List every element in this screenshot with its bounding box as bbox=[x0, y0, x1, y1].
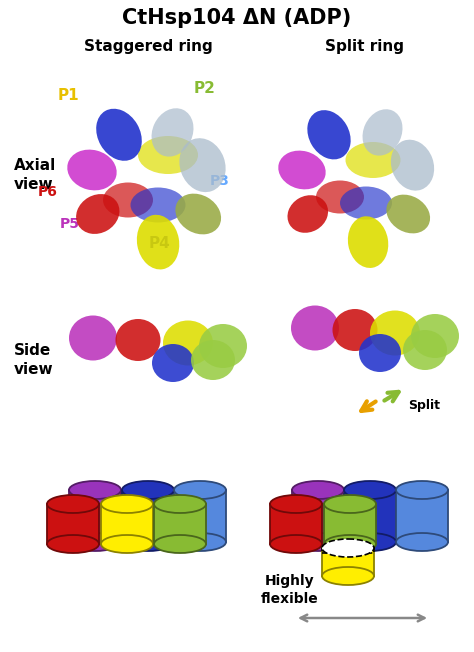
Ellipse shape bbox=[348, 216, 388, 268]
Ellipse shape bbox=[391, 140, 434, 190]
Ellipse shape bbox=[163, 321, 213, 366]
Polygon shape bbox=[396, 490, 448, 542]
Ellipse shape bbox=[174, 481, 226, 499]
Ellipse shape bbox=[316, 181, 364, 213]
Ellipse shape bbox=[411, 314, 459, 358]
Ellipse shape bbox=[122, 533, 174, 551]
Text: P6: P6 bbox=[38, 185, 58, 199]
Polygon shape bbox=[324, 504, 376, 544]
Polygon shape bbox=[322, 548, 374, 576]
Ellipse shape bbox=[174, 533, 226, 551]
Ellipse shape bbox=[386, 195, 430, 233]
Text: Staggered ring: Staggered ring bbox=[83, 40, 212, 55]
Ellipse shape bbox=[67, 149, 117, 190]
Ellipse shape bbox=[175, 194, 221, 234]
Ellipse shape bbox=[291, 306, 339, 351]
Ellipse shape bbox=[278, 151, 326, 189]
Ellipse shape bbox=[137, 215, 179, 269]
Ellipse shape bbox=[359, 334, 401, 372]
Ellipse shape bbox=[332, 309, 377, 351]
Ellipse shape bbox=[363, 110, 402, 156]
Ellipse shape bbox=[116, 319, 161, 361]
Polygon shape bbox=[292, 490, 344, 542]
Ellipse shape bbox=[96, 109, 142, 161]
Polygon shape bbox=[47, 504, 99, 544]
Ellipse shape bbox=[322, 539, 374, 557]
Text: P3: P3 bbox=[210, 174, 230, 188]
Ellipse shape bbox=[396, 533, 448, 551]
Polygon shape bbox=[344, 490, 396, 542]
Ellipse shape bbox=[101, 495, 153, 513]
Text: Side
view: Side view bbox=[14, 343, 54, 377]
Ellipse shape bbox=[47, 495, 99, 513]
Ellipse shape bbox=[69, 316, 117, 361]
Ellipse shape bbox=[322, 567, 374, 585]
Ellipse shape bbox=[287, 195, 328, 233]
Ellipse shape bbox=[154, 535, 206, 553]
Ellipse shape bbox=[179, 138, 226, 192]
Ellipse shape bbox=[152, 344, 194, 382]
Ellipse shape bbox=[324, 535, 376, 553]
Polygon shape bbox=[122, 490, 174, 542]
Polygon shape bbox=[270, 504, 322, 544]
Ellipse shape bbox=[344, 481, 396, 499]
Polygon shape bbox=[69, 490, 121, 542]
Ellipse shape bbox=[344, 533, 396, 551]
Ellipse shape bbox=[307, 110, 351, 159]
Ellipse shape bbox=[69, 481, 121, 499]
Ellipse shape bbox=[346, 142, 401, 178]
Text: Axial
view: Axial view bbox=[14, 158, 56, 192]
Ellipse shape bbox=[122, 481, 174, 499]
Ellipse shape bbox=[101, 535, 153, 553]
Text: Split: Split bbox=[408, 398, 440, 411]
Ellipse shape bbox=[138, 136, 198, 174]
Ellipse shape bbox=[370, 310, 420, 355]
Polygon shape bbox=[154, 504, 206, 544]
Text: P4: P4 bbox=[149, 236, 171, 251]
Ellipse shape bbox=[69, 533, 121, 551]
Ellipse shape bbox=[130, 188, 185, 222]
Polygon shape bbox=[101, 504, 153, 544]
Ellipse shape bbox=[270, 535, 322, 553]
Text: Highly
flexible: Highly flexible bbox=[261, 574, 319, 606]
Ellipse shape bbox=[324, 495, 376, 513]
Ellipse shape bbox=[103, 183, 153, 218]
Ellipse shape bbox=[152, 108, 193, 156]
Ellipse shape bbox=[76, 194, 119, 234]
Ellipse shape bbox=[270, 495, 322, 513]
Text: Split ring: Split ring bbox=[326, 40, 404, 55]
Polygon shape bbox=[174, 490, 226, 542]
Text: P1: P1 bbox=[57, 88, 79, 103]
Ellipse shape bbox=[292, 533, 344, 551]
Ellipse shape bbox=[396, 481, 448, 499]
Ellipse shape bbox=[403, 330, 447, 370]
Ellipse shape bbox=[292, 481, 344, 499]
Ellipse shape bbox=[340, 186, 392, 220]
Ellipse shape bbox=[199, 324, 247, 368]
Ellipse shape bbox=[191, 340, 235, 380]
Ellipse shape bbox=[154, 495, 206, 513]
Text: CtHsp104 ΔN (ADP): CtHsp104 ΔN (ADP) bbox=[122, 8, 352, 28]
Text: P5: P5 bbox=[60, 217, 80, 231]
Ellipse shape bbox=[47, 535, 99, 553]
Text: P2: P2 bbox=[194, 81, 216, 96]
